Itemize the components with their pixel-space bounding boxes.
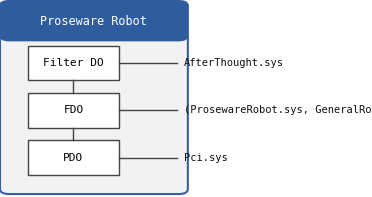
Text: (ProsewareRobot.sys, GeneralRobot.sys): (ProsewareRobot.sys, GeneralRobot.sys): [184, 105, 372, 115]
Text: Pci.sys: Pci.sys: [184, 153, 228, 163]
Text: Filter DO: Filter DO: [43, 58, 104, 68]
Text: PDO: PDO: [63, 153, 84, 163]
Bar: [28, 93, 119, 128]
Bar: [10, 23, 178, 36]
FancyBboxPatch shape: [0, 1, 188, 194]
Text: AfterThought.sys: AfterThought.sys: [184, 58, 284, 68]
Bar: [28, 140, 119, 175]
Bar: [28, 46, 119, 80]
Text: FDO: FDO: [63, 105, 84, 115]
Text: Proseware Robot: Proseware Robot: [41, 15, 147, 28]
FancyBboxPatch shape: [0, 1, 188, 41]
